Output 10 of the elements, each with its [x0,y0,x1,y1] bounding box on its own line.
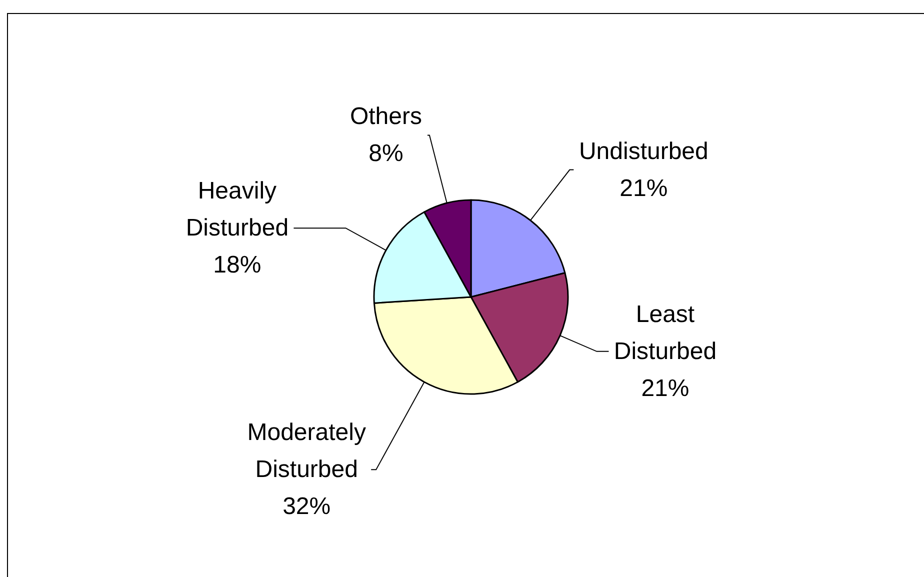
slice-label: Heavily Disturbed [186,178,289,242]
slice-label: Least Disturbed [614,300,717,365]
data-label: 21% [641,374,690,402]
data-label: 8% [368,140,404,168]
slice-label: Others [350,103,422,130]
data-label: 18% [213,252,262,279]
data-label: 32% [282,493,331,520]
data-label: 21% [620,174,668,202]
slice-label: Undisturbed [578,138,708,165]
slice-label: Moderately Disturbed [247,419,366,484]
